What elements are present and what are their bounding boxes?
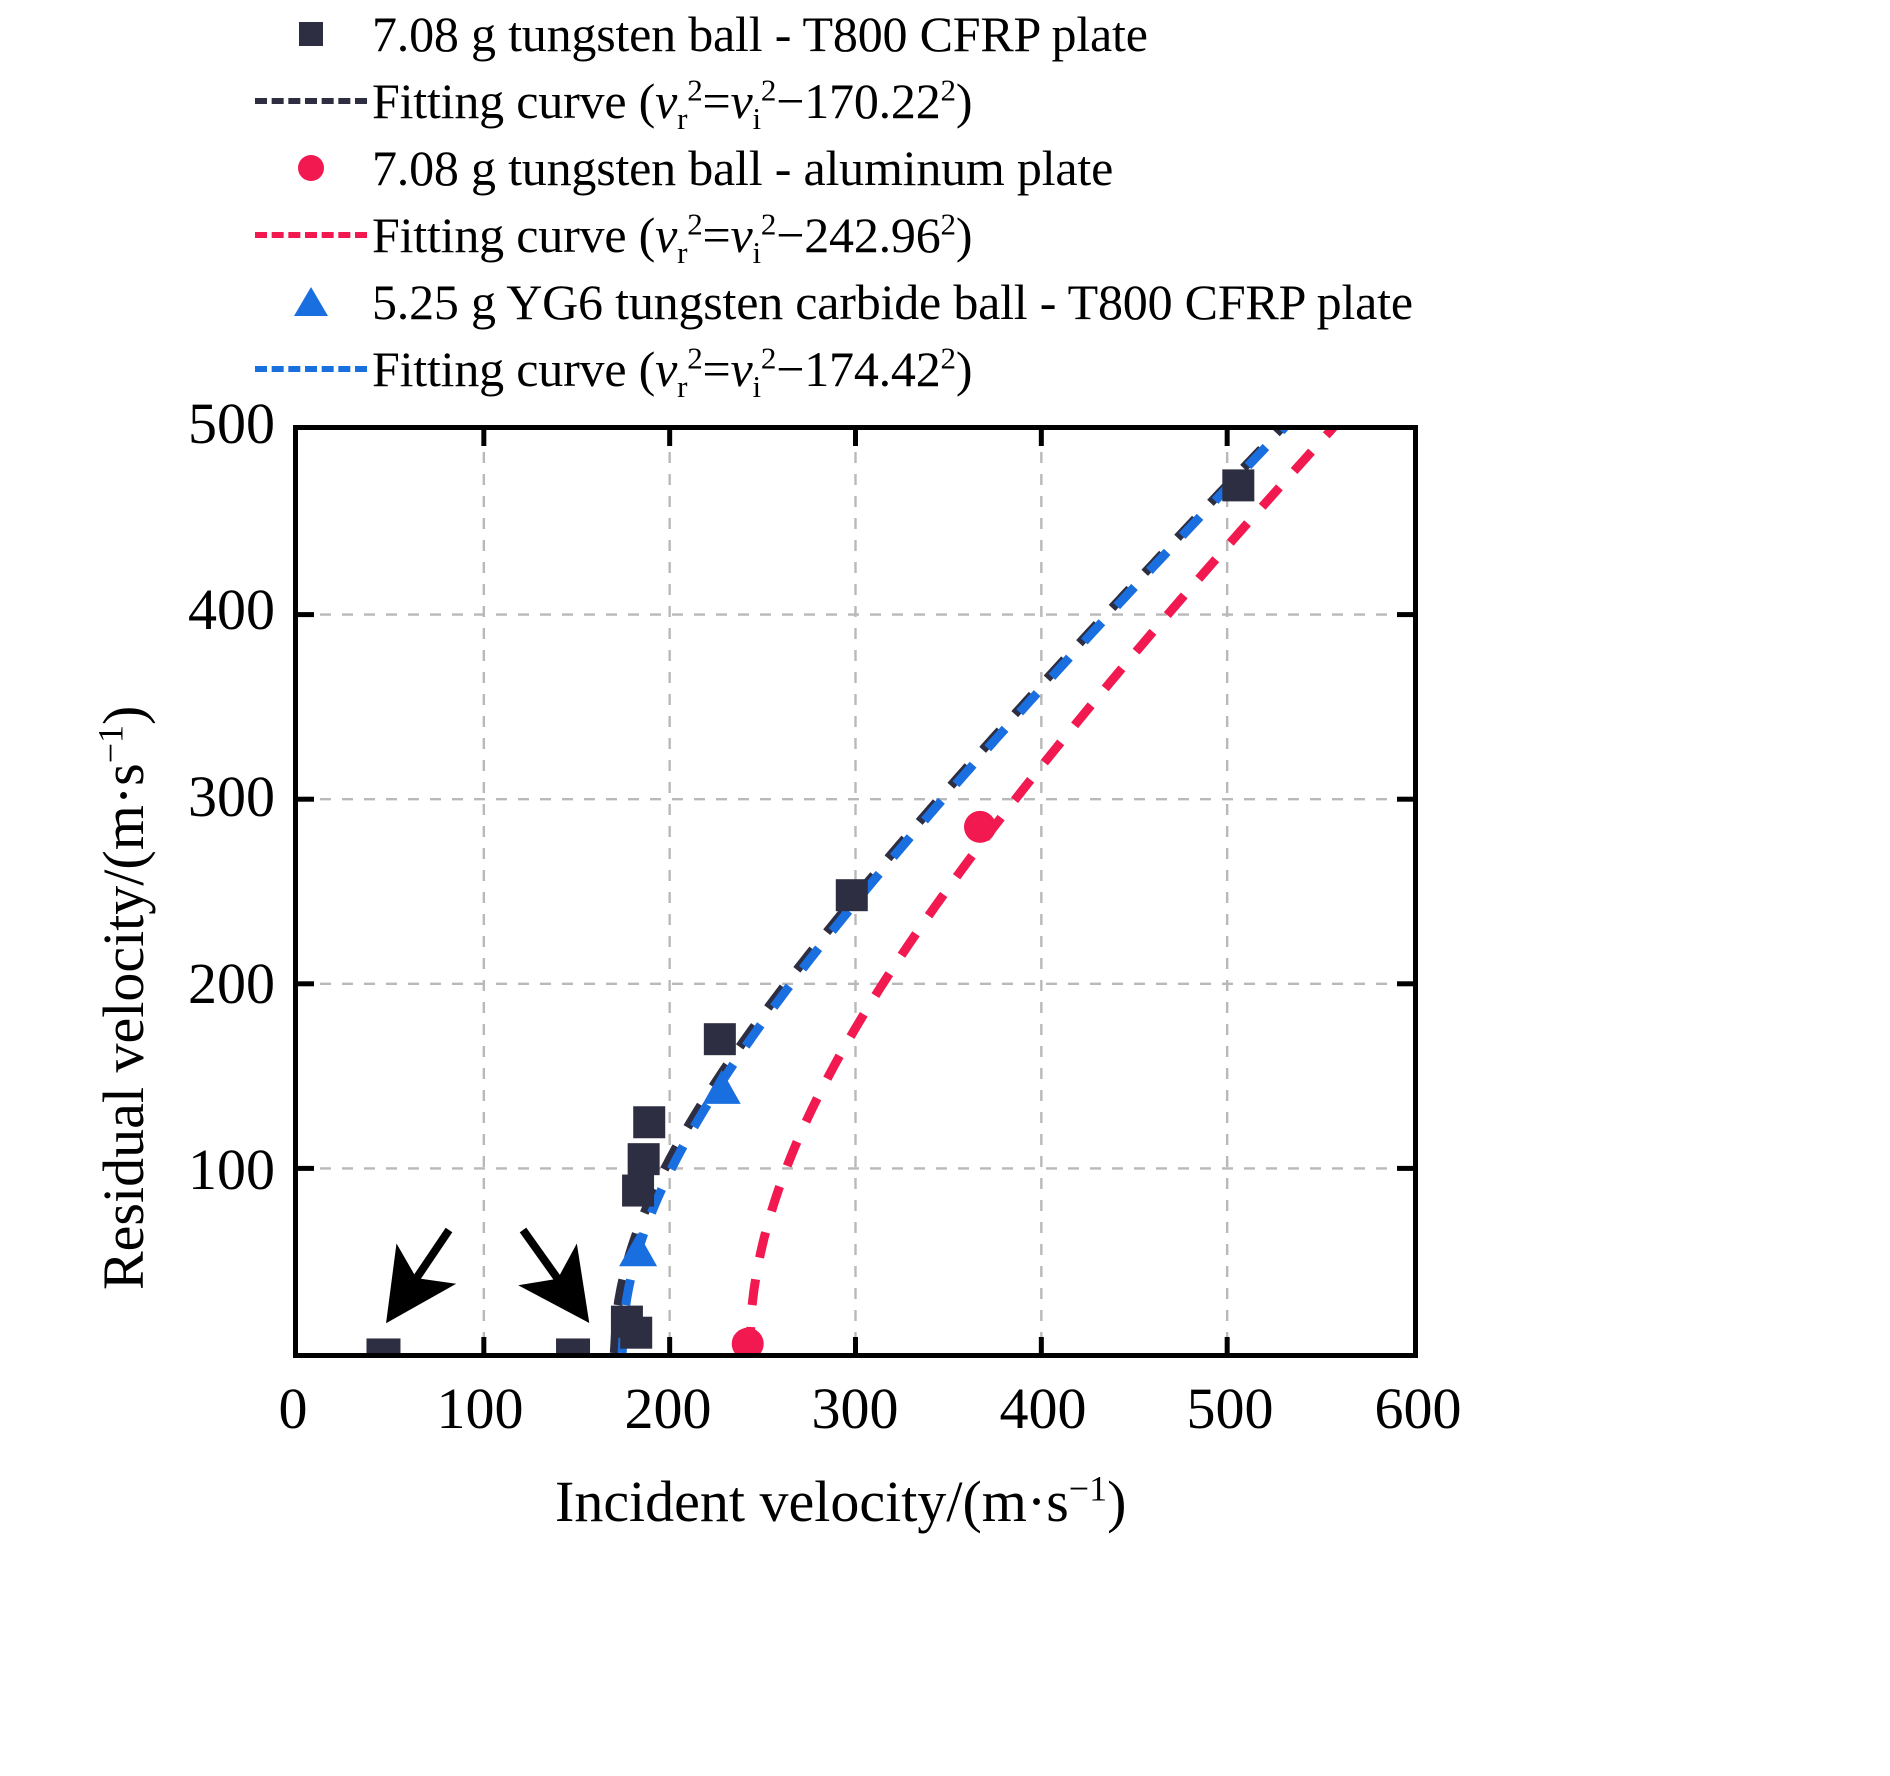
x-tick-label: 0 xyxy=(278,1376,308,1441)
x-tick-label: 500 xyxy=(1186,1376,1274,1441)
y-axis-label: Residual velocity/(m·s−1) xyxy=(90,705,156,1290)
chart-legend: 7.08 g tungsten ball - T800 CFRP plate F… xyxy=(250,0,1850,402)
y-tick-label: 400 xyxy=(188,577,275,642)
legend-label: 7.08 g tungsten ball - aluminum plate xyxy=(372,139,1114,196)
y-tick-label: 100 xyxy=(188,1137,275,1202)
legend-item-yg6-cfrp: 5.25 g YG6 tungsten carbide ball - T800 … xyxy=(250,268,1850,335)
legend-label: Fitting curve (vr2=vi2−242.962) xyxy=(372,205,973,270)
y-tick-label: 200 xyxy=(188,951,275,1016)
y-tick-label: 500 xyxy=(188,391,275,456)
legend-item-fit-tungsten-aluminum: Fitting curve (vr2=vi2−242.962) xyxy=(250,201,1850,268)
dashed-line-icon xyxy=(250,365,372,372)
square-marker-icon xyxy=(250,21,372,46)
legend-label: 5.25 g YG6 tungsten carbide ball - T800 … xyxy=(372,273,1413,330)
x-tick-label: 300 xyxy=(811,1376,899,1441)
legend-label: Fitting curve (vr2=vi2−174.422) xyxy=(372,339,973,404)
circle-marker-icon xyxy=(250,154,372,181)
dashed-line-icon xyxy=(250,97,372,104)
dashed-line-icon xyxy=(250,231,372,238)
x-tick-label: 600 xyxy=(1374,1376,1462,1441)
x-tick-label: 400 xyxy=(999,1376,1087,1441)
x-tick-label: 100 xyxy=(436,1376,524,1441)
legend-label: 7.08 g tungsten ball - T800 CFRP plate xyxy=(372,5,1148,62)
plot-frame xyxy=(293,425,1418,1358)
chart-canvas xyxy=(298,430,1413,1353)
legend-item-fit-yg6-cfrp: Fitting curve (vr2=vi2−174.422) xyxy=(250,335,1850,402)
x-axis-label: Incident velocity/(m·s−1) xyxy=(555,1468,1127,1534)
x-tick-label: 200 xyxy=(624,1376,712,1441)
triangle-marker-icon xyxy=(250,287,372,316)
legend-item-tungsten-aluminum: 7.08 g tungsten ball - aluminum plate xyxy=(250,134,1850,201)
legend-label: Fitting curve (vr2=vi2−170.222) xyxy=(372,71,973,136)
y-tick-label: 300 xyxy=(188,764,275,829)
legend-item-tungsten-cfrp: 7.08 g tungsten ball - T800 CFRP plate xyxy=(250,0,1850,67)
legend-item-fit-tungsten-cfrp: Fitting curve (vr2=vi2−170.222) xyxy=(250,67,1850,134)
